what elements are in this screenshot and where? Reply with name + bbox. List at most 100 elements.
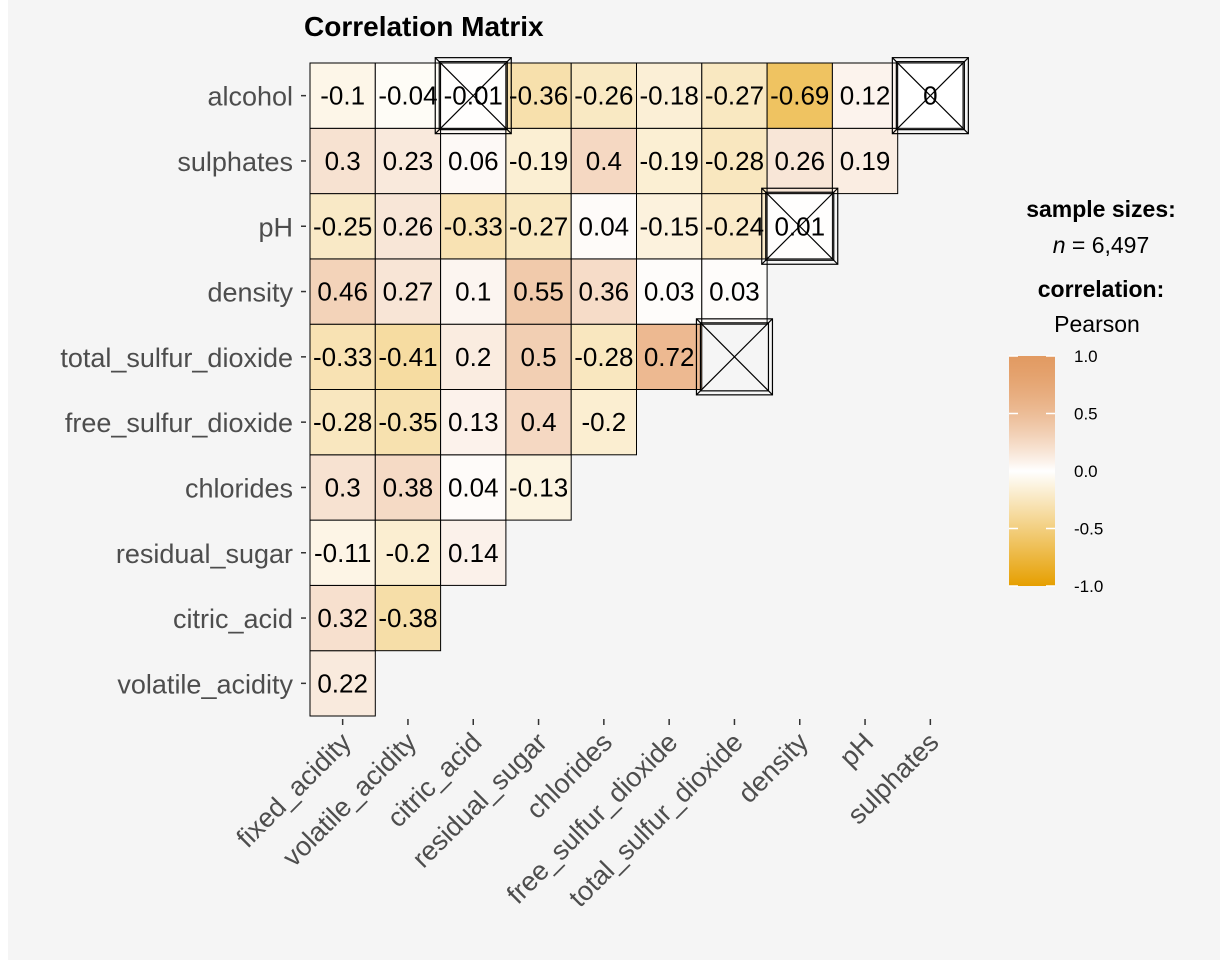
y-tick-label: total_sulfur_dioxide xyxy=(60,343,293,373)
cell-label: 0.38 xyxy=(383,472,434,502)
legend-tick-label: 1.0 xyxy=(1074,347,1098,366)
cell-label: 0.13 xyxy=(448,407,499,437)
cell-label: 0.23 xyxy=(383,146,434,176)
legend: sample sizes: n = 6,497 correlation: Pea… xyxy=(1009,196,1176,596)
cell-label: -0.24 xyxy=(705,211,764,241)
heatmap-cell xyxy=(374,127,442,195)
heatmap-cell xyxy=(570,193,638,260)
cell-label: 0.06 xyxy=(448,146,499,176)
heatmap-cell xyxy=(309,323,376,391)
heatmap-cell xyxy=(701,127,768,195)
cell-label: 0.3 xyxy=(325,472,361,502)
cell-label: 0.46 xyxy=(317,277,368,307)
nonsignificant-cross-line xyxy=(761,187,839,265)
y-tick-label: pH xyxy=(258,212,293,242)
cell-label: 0.14 xyxy=(448,538,499,568)
cell-label: 0.26 xyxy=(383,211,434,241)
legend-tick-label: 0.5 xyxy=(1074,405,1098,424)
cell-label: -0.19 xyxy=(509,146,568,176)
cell-label: -0.11 xyxy=(314,538,371,568)
heatmap-cell xyxy=(570,127,638,195)
cell-label: 0.5 xyxy=(520,342,556,372)
heatmap-cell xyxy=(505,323,572,391)
cell-label: 0.22 xyxy=(317,668,368,698)
y-tick-label: residual_sugar xyxy=(116,539,293,569)
cell-label: -0.18 xyxy=(640,81,699,111)
nonsignificant-cross-line xyxy=(434,57,512,135)
heatmap-cell xyxy=(505,127,572,195)
heatmap-cell xyxy=(309,62,376,129)
legend-sample-sizes-title: sample sizes: xyxy=(1026,196,1176,222)
cell-label: 0.3 xyxy=(325,146,361,176)
heatmap-cell xyxy=(374,258,442,325)
heatmap-cell xyxy=(440,323,507,391)
heatmap-cell xyxy=(570,62,638,129)
cell-label: -0.41 xyxy=(378,342,437,372)
cell-label: 0.2 xyxy=(455,342,491,372)
cell-label: -0.26 xyxy=(574,81,633,111)
nonsignificant-box xyxy=(695,318,774,396)
nonsignificant-box xyxy=(761,187,839,265)
y-axis: volatile_acidity citric_acid residual_suga… xyxy=(60,82,306,699)
cell-label: -0.28 xyxy=(313,407,372,437)
heatmap-cell xyxy=(440,519,507,586)
nonsignificant-cross-line xyxy=(891,57,969,135)
legend-ticks: 1.0 0.5 0.0 -0.5 -1.0 xyxy=(1009,347,1103,596)
nonsignificant-box xyxy=(434,57,512,135)
cell-label: 0.26 xyxy=(774,146,825,176)
cell-label: 0.04 xyxy=(448,472,499,502)
cell-label: -0.69 xyxy=(770,81,829,111)
cell-label: -0.36 xyxy=(509,81,568,111)
heatmap-cell xyxy=(309,650,376,717)
y-tick-label: volatile_acidity xyxy=(117,669,293,699)
heatmap-cell xyxy=(309,193,376,260)
heatmap-cell xyxy=(374,389,442,456)
nonsignificant-inner-box xyxy=(895,61,965,131)
heatmap-cell xyxy=(440,454,507,521)
legend-n-symbol: n xyxy=(1053,232,1066,258)
heatmap-cell xyxy=(374,519,442,586)
heatmap-cell xyxy=(766,62,833,129)
cell-label: 0.12 xyxy=(840,81,891,111)
heatmap-cell xyxy=(570,323,638,391)
cell-label: 0.72 xyxy=(644,342,695,372)
heatmap-cell xyxy=(374,454,442,521)
heatmap-cell xyxy=(309,127,376,195)
y-tick-label: chlorides xyxy=(185,473,293,503)
nonsignificant-box xyxy=(891,57,969,135)
x-axis: fixed_acidityvolatile_aciditycitric_acid… xyxy=(231,719,945,913)
heatmap-cell xyxy=(701,258,768,325)
y-tick-label: alcohol xyxy=(207,82,293,112)
cell-label: 0.36 xyxy=(579,277,630,307)
cell-label: 0.1 xyxy=(455,277,491,307)
legend-tick-label: 0.0 xyxy=(1074,462,1098,481)
cell-label: -0.19 xyxy=(640,146,699,176)
cell-label: 0.4 xyxy=(520,407,556,437)
legend-n-value: = 6,497 xyxy=(1066,232,1150,258)
nonsignificant-inner-box xyxy=(438,61,508,131)
legend-tick-label: -0.5 xyxy=(1074,520,1103,539)
nonsignificant-inner-box xyxy=(765,191,835,261)
heatmap-cell xyxy=(636,62,703,129)
heatmap-cell xyxy=(440,193,507,260)
cell-label: 0.03 xyxy=(709,277,760,307)
y-tick-label: citric_acid xyxy=(173,604,293,634)
heatmap-cell xyxy=(505,389,572,456)
cell-label: -0.1 xyxy=(320,81,365,111)
cell-label: 0.04 xyxy=(579,211,630,241)
cell-label: -0.25 xyxy=(313,211,372,241)
heatmap-cell xyxy=(374,62,442,129)
heatmap-cell xyxy=(440,389,507,456)
legend-correlation-title: correlation: xyxy=(1038,276,1165,302)
cell-label: -0.38 xyxy=(378,603,437,633)
cell-label: -0.28 xyxy=(574,342,633,372)
nonsignificant-markers xyxy=(434,57,969,396)
heatmap-cell xyxy=(374,323,442,391)
legend-correlation-method: Pearson xyxy=(1054,311,1140,337)
heatmap-cell xyxy=(309,258,376,325)
cell-label: -0.13 xyxy=(509,472,568,502)
cell-label: 0.27 xyxy=(383,277,434,307)
cell-label: -0.04 xyxy=(378,81,437,111)
